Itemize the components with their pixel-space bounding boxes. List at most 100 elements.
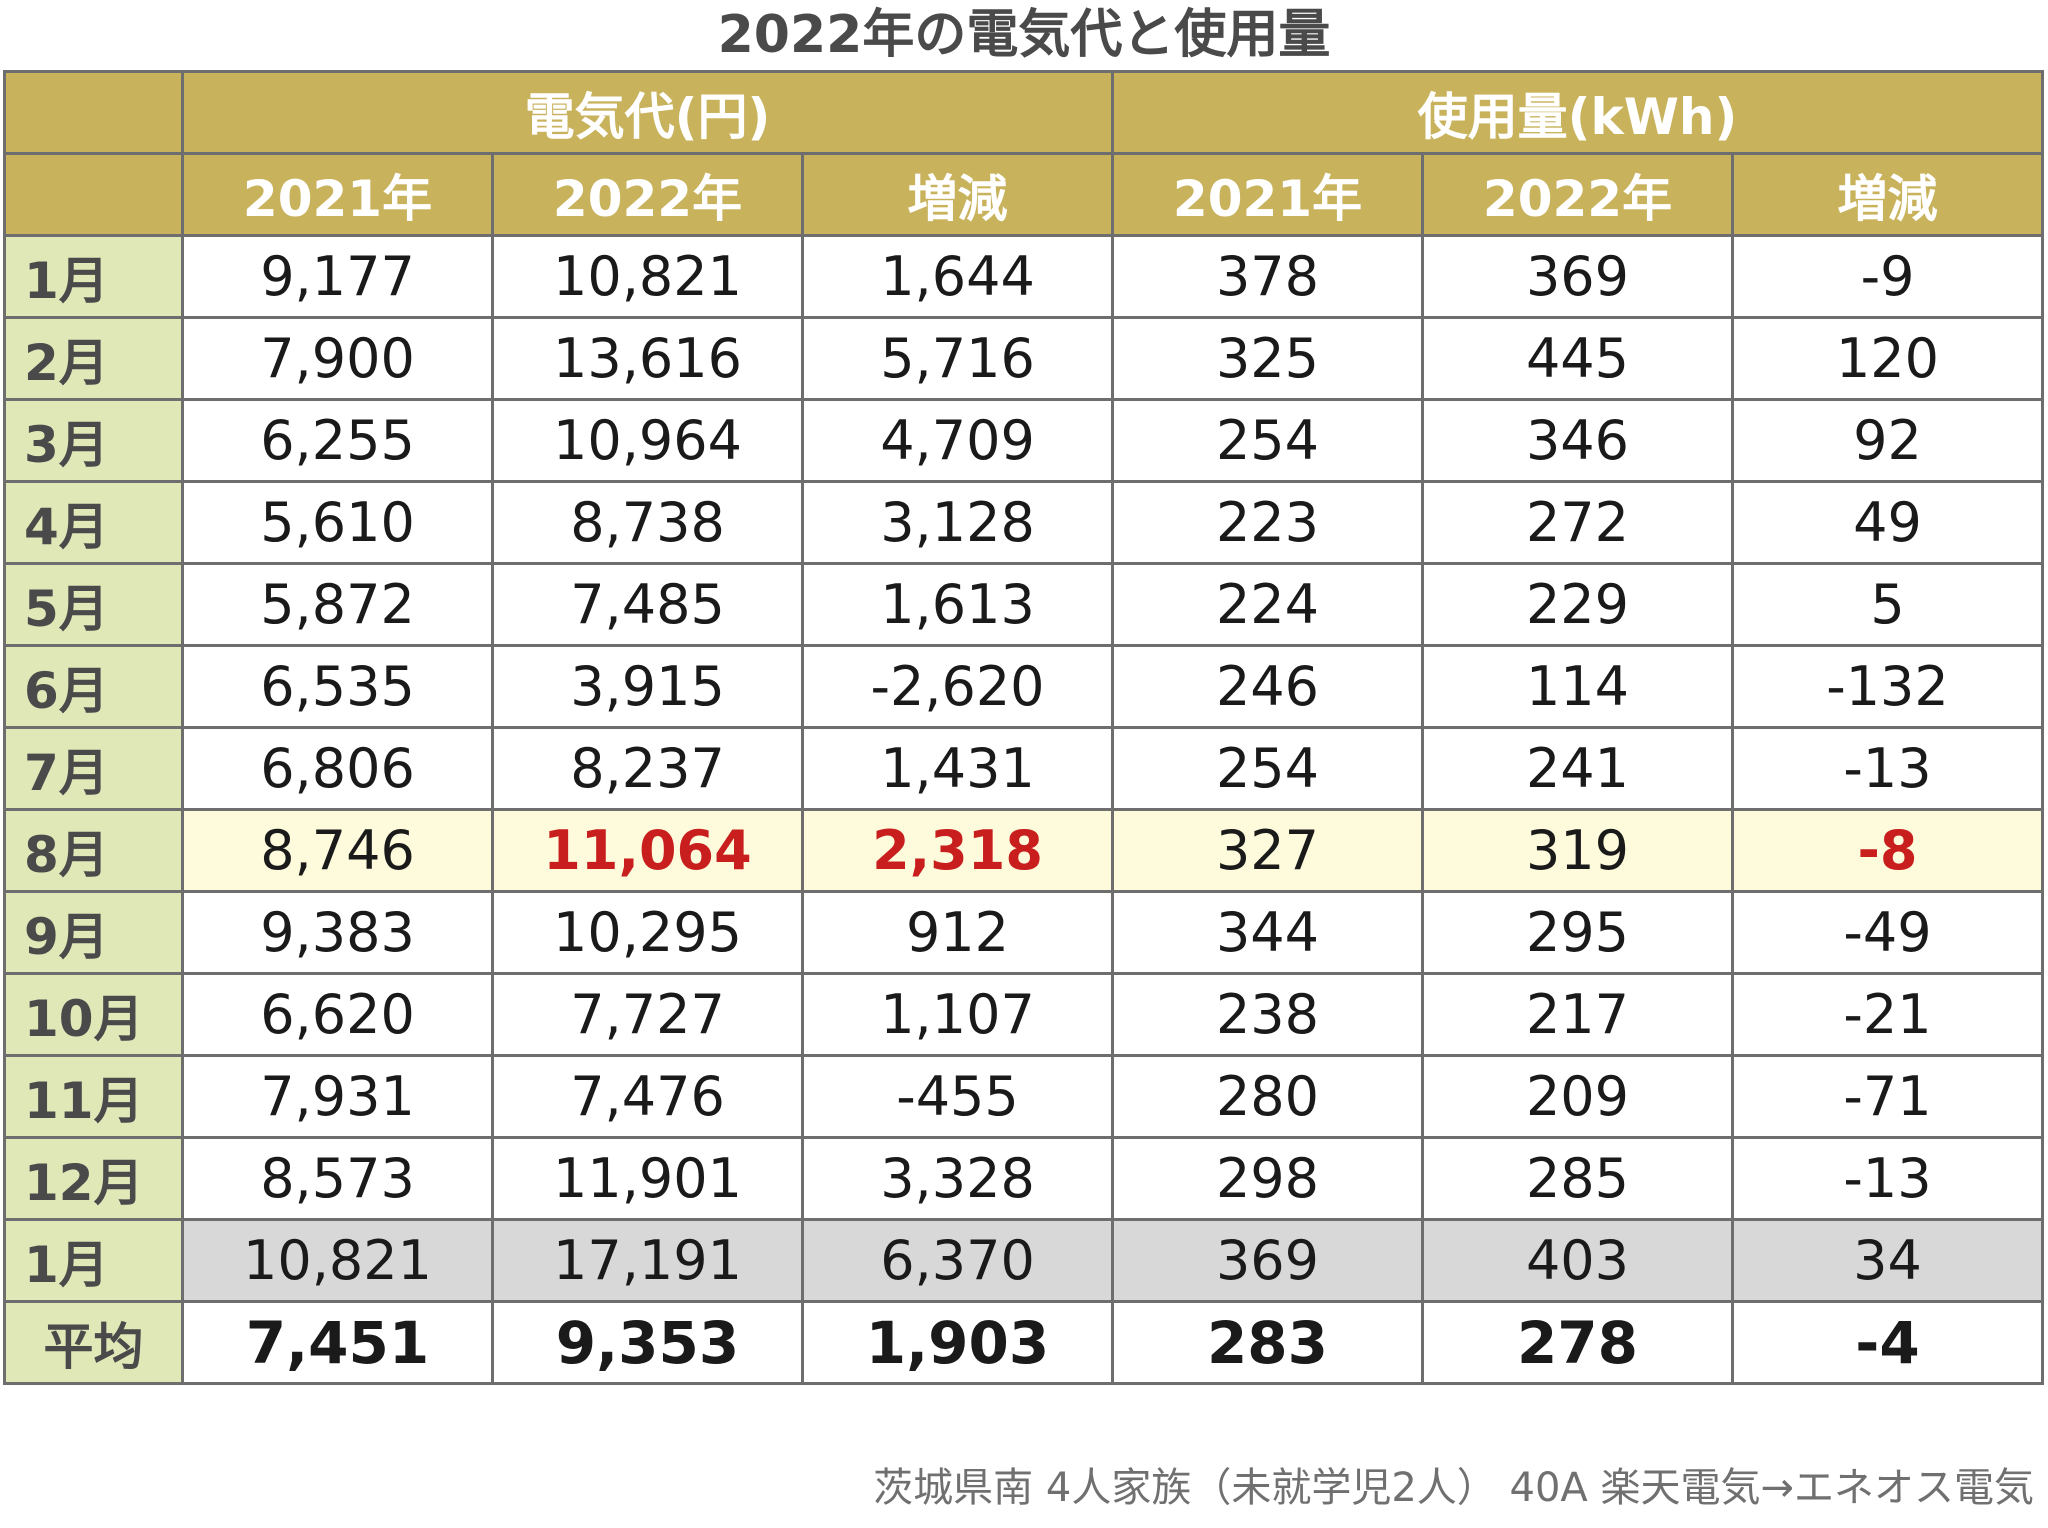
table-cell: 241	[1421, 726, 1734, 811]
table-cell: 1,903	[801, 1300, 1114, 1385]
table-cell: 7,900	[181, 316, 494, 401]
table-cell: 1,613	[801, 562, 1114, 647]
table-cell: 5	[1731, 562, 2044, 647]
month-label: 1月	[3, 1218, 184, 1303]
average-label: 平均	[3, 1300, 184, 1385]
electricity-table: 電気代(円) 使用量(kWh) 2021年 2022年 増減 2021年 202…	[3, 70, 2044, 1385]
group-header-row: 電気代(円) 使用量(kWh)	[3, 70, 2044, 155]
month-label: 8月	[3, 808, 184, 893]
table-cell: 283	[1111, 1300, 1424, 1385]
table-cell: 346	[1421, 398, 1734, 483]
col-header-usage-2021: 2021年	[1111, 152, 1424, 237]
table-cell: 5,872	[181, 562, 494, 647]
table-cell: 114	[1421, 644, 1734, 729]
table-cell: 209	[1421, 1054, 1734, 1139]
corner-cell	[3, 152, 184, 237]
table-cell: 10,821	[491, 234, 804, 319]
table-cell: -71	[1731, 1054, 2044, 1139]
table-cell: 7,485	[491, 562, 804, 647]
table-cell: 8,573	[181, 1136, 494, 1221]
table-cell: 8,746	[181, 808, 494, 893]
month-label: 3月	[3, 398, 184, 483]
table-cell: 3,128	[801, 480, 1114, 565]
table-cell: 278	[1421, 1300, 1734, 1385]
table-cell: 5,610	[181, 480, 494, 565]
table-row: 10月 6,620 7,727 1,107 238 217 -21	[3, 972, 2044, 1057]
table-cell: 327	[1111, 808, 1424, 893]
table-cell: 8,237	[491, 726, 804, 811]
table-cell: -13	[1731, 726, 2044, 811]
table-cell: 7,931	[181, 1054, 494, 1139]
month-label: 9月	[3, 890, 184, 975]
table-cell: 10,295	[491, 890, 804, 975]
table-cell: 34	[1731, 1218, 2044, 1303]
table-row: 1月 10,821 17,191 6,370 369 403 34	[3, 1218, 2044, 1303]
table-body: 1月 9,177 10,821 1,644 378 369 -9 2月 7,900 13,616 5…	[3, 234, 2044, 1385]
page-title: 2022年の電気代と使用量	[717, 5, 1331, 65]
table-row: 5月 5,872 7,485 1,613 224 229 5	[3, 562, 2044, 647]
table-cell: 369	[1421, 234, 1734, 319]
average-row: 平均 7,451 9,353 1,903 283 278 -4	[3, 1300, 2044, 1385]
table-cell: 7,727	[491, 972, 804, 1057]
table-row: 12月 8,573 11,901 3,328 298 285 -13	[3, 1136, 2044, 1221]
table-cell: 2,318	[801, 808, 1114, 893]
table-cell: 11,064	[491, 808, 804, 893]
table-row: 4月 5,610 8,738 3,128 223 272 49	[3, 480, 2044, 565]
table-cell: 254	[1111, 726, 1424, 811]
table-cell: 1,431	[801, 726, 1114, 811]
table-cell: 298	[1111, 1136, 1424, 1221]
table-cell: 369	[1111, 1218, 1424, 1303]
table-cell: 10,964	[491, 398, 804, 483]
table-cell: 7,476	[491, 1054, 804, 1139]
table-cell: 3,915	[491, 644, 804, 729]
table-cell: -21	[1731, 972, 2044, 1057]
month-label: 11月	[3, 1054, 184, 1139]
month-label: 7月	[3, 726, 184, 811]
table-cell: 1,107	[801, 972, 1114, 1057]
table-row: 7月 6,806 8,237 1,431 254 241 -13	[3, 726, 2044, 811]
table-cell: -8	[1731, 808, 2044, 893]
table-row: 11月 7,931 7,476 -455 280 209 -71	[3, 1054, 2044, 1139]
month-label: 5月	[3, 562, 184, 647]
col-header-cost-2022: 2022年	[491, 152, 804, 237]
table-row: 6月 6,535 3,915 -2,620 246 114 -132	[3, 644, 2044, 729]
month-label: 4月	[3, 480, 184, 565]
table-cell: 120	[1731, 316, 2044, 401]
month-label: 2月	[3, 316, 184, 401]
table-cell: 325	[1111, 316, 1424, 401]
table-cell: 285	[1421, 1136, 1734, 1221]
table-cell: 17,191	[491, 1218, 804, 1303]
table-cell: 403	[1421, 1218, 1734, 1303]
table-cell: -13	[1731, 1136, 2044, 1221]
table-cell: 1,644	[801, 234, 1114, 319]
table-row: 8月 8,746 11,064 2,318 327 319 -8	[3, 808, 2044, 893]
table-cell: 229	[1421, 562, 1734, 647]
table-cell: 8,738	[491, 480, 804, 565]
col-header-cost-2021: 2021年	[181, 152, 494, 237]
month-label: 12月	[3, 1136, 184, 1221]
table-cell: 280	[1111, 1054, 1424, 1139]
table-cell: 13,616	[491, 316, 804, 401]
table-cell: -9	[1731, 234, 2044, 319]
table-cell: 10,821	[181, 1218, 494, 1303]
table-row: 9月 9,383 10,295 912 344 295 -49	[3, 890, 2044, 975]
table-cell: 224	[1111, 562, 1424, 647]
table-cell: 6,535	[181, 644, 494, 729]
table-cell: 254	[1111, 398, 1424, 483]
table-cell: 7,451	[181, 1300, 494, 1385]
table-cell: 9,177	[181, 234, 494, 319]
table-cell: -455	[801, 1054, 1114, 1139]
table-cell: 6,806	[181, 726, 494, 811]
table-cell: -2,620	[801, 644, 1114, 729]
table-cell: -4	[1731, 1300, 2044, 1385]
table-cell: 4,709	[801, 398, 1114, 483]
table-cell: 3,328	[801, 1136, 1114, 1221]
table-cell: 5,716	[801, 316, 1114, 401]
table-cell: 295	[1421, 890, 1734, 975]
usage-group-header: 使用量(kWh)	[1111, 70, 2044, 155]
table-cell: 912	[801, 890, 1114, 975]
table-row: 3月 6,255 10,964 4,709 254 346 92	[3, 398, 2044, 483]
table-cell: -132	[1731, 644, 2044, 729]
table-cell: 246	[1111, 644, 1424, 729]
col-header-usage-diff: 増減	[1731, 152, 2044, 237]
